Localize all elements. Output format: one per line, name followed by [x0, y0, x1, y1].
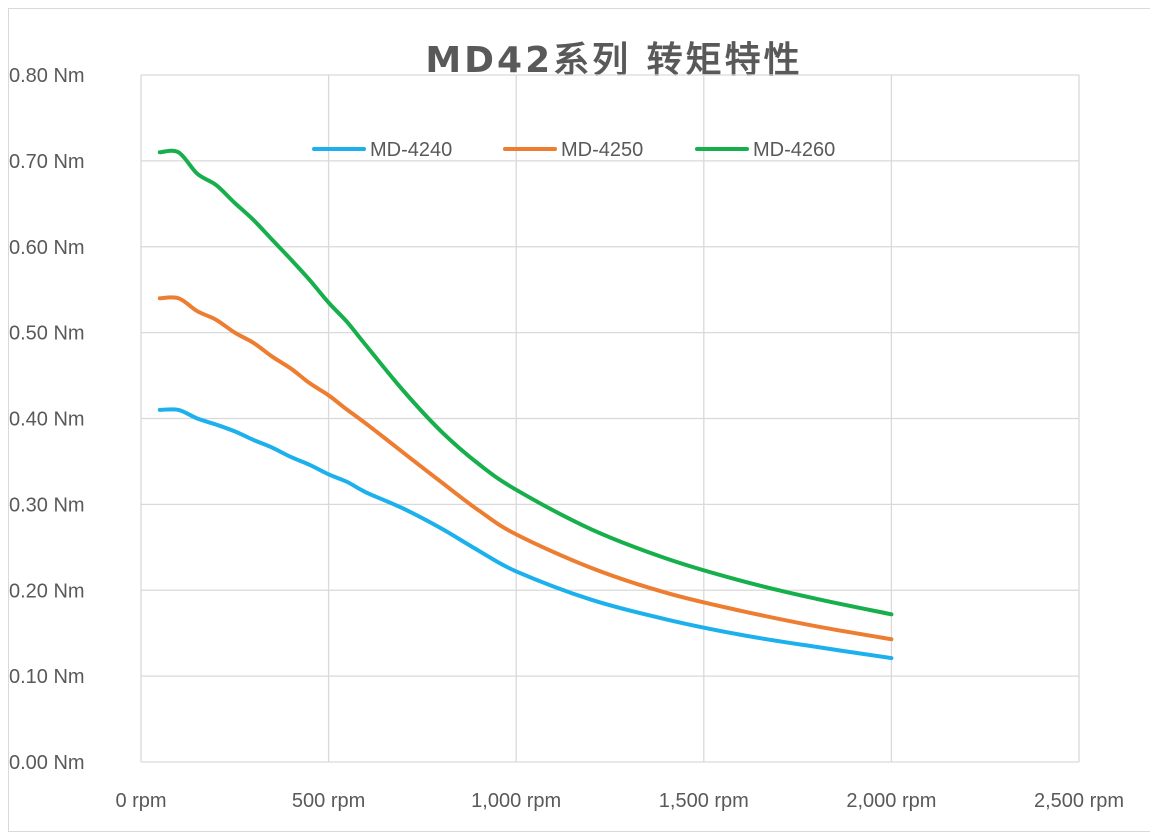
- y-axis-tick-labels: 0.00 Nm 0.10 Nm 0.20 Nm 0.30 Nm 0.40 Nm 0.50 …: [9, 65, 85, 774]
- x-tick-label: 2,000 rpm: [846, 790, 936, 812]
- y-tick-label: 0.70 Nm: [9, 151, 85, 173]
- x-tick-label: 0 rpm: [115, 790, 166, 812]
- x-tick-label: 2,500 rpm: [1034, 790, 1124, 812]
- y-tick-label: 0.50 Nm: [9, 323, 85, 345]
- x-tick-label: 1,500 rpm: [659, 790, 749, 812]
- y-tick-label: 0.40 Nm: [9, 409, 85, 431]
- series-line-md-4240: [157, 407, 894, 661]
- gridlines: [140, 74, 1080, 763]
- y-tick-label: 0.00 Nm: [9, 752, 85, 774]
- x-tick-label: 500 rpm: [292, 790, 365, 812]
- y-tick-label: 0.20 Nm: [9, 580, 85, 602]
- series-line-md-4260: [157, 148, 894, 617]
- x-tick-label: 1,000 rpm: [471, 790, 561, 812]
- legend-label-md-4260: MD-4260: [753, 139, 835, 161]
- x-axis-tick-labels: 0 rpm 500 rpm 1,000 rpm 1,500 rpm 2,000 rpm 2…: [115, 790, 1124, 812]
- chart: MD42系列 转矩特性 0.00 Nm 0.10 Nm 0.20 Nm 0.30 Nm…: [9, 40, 1124, 812]
- y-tick-label: 0.10 Nm: [9, 666, 85, 688]
- legend-label-md-4250: MD-4250: [561, 139, 643, 161]
- chart-frame: MD42系列 转矩特性 0.00 Nm 0.10 Nm 0.20 Nm 0.30 Nm…: [8, 8, 1150, 832]
- legend-label-md-4240: MD-4240: [370, 139, 452, 161]
- y-tick-label: 0.30 Nm: [9, 494, 85, 516]
- legend: MD-4240 MD-4250 MD-4260: [312, 139, 835, 161]
- series-lines: [157, 148, 894, 661]
- chart-title: MD42系列 转矩特性: [425, 40, 802, 81]
- y-tick-label: 0.60 Nm: [9, 237, 85, 259]
- series-line-md-4250: [157, 295, 894, 642]
- y-tick-label: 0.80 Nm: [9, 65, 85, 87]
